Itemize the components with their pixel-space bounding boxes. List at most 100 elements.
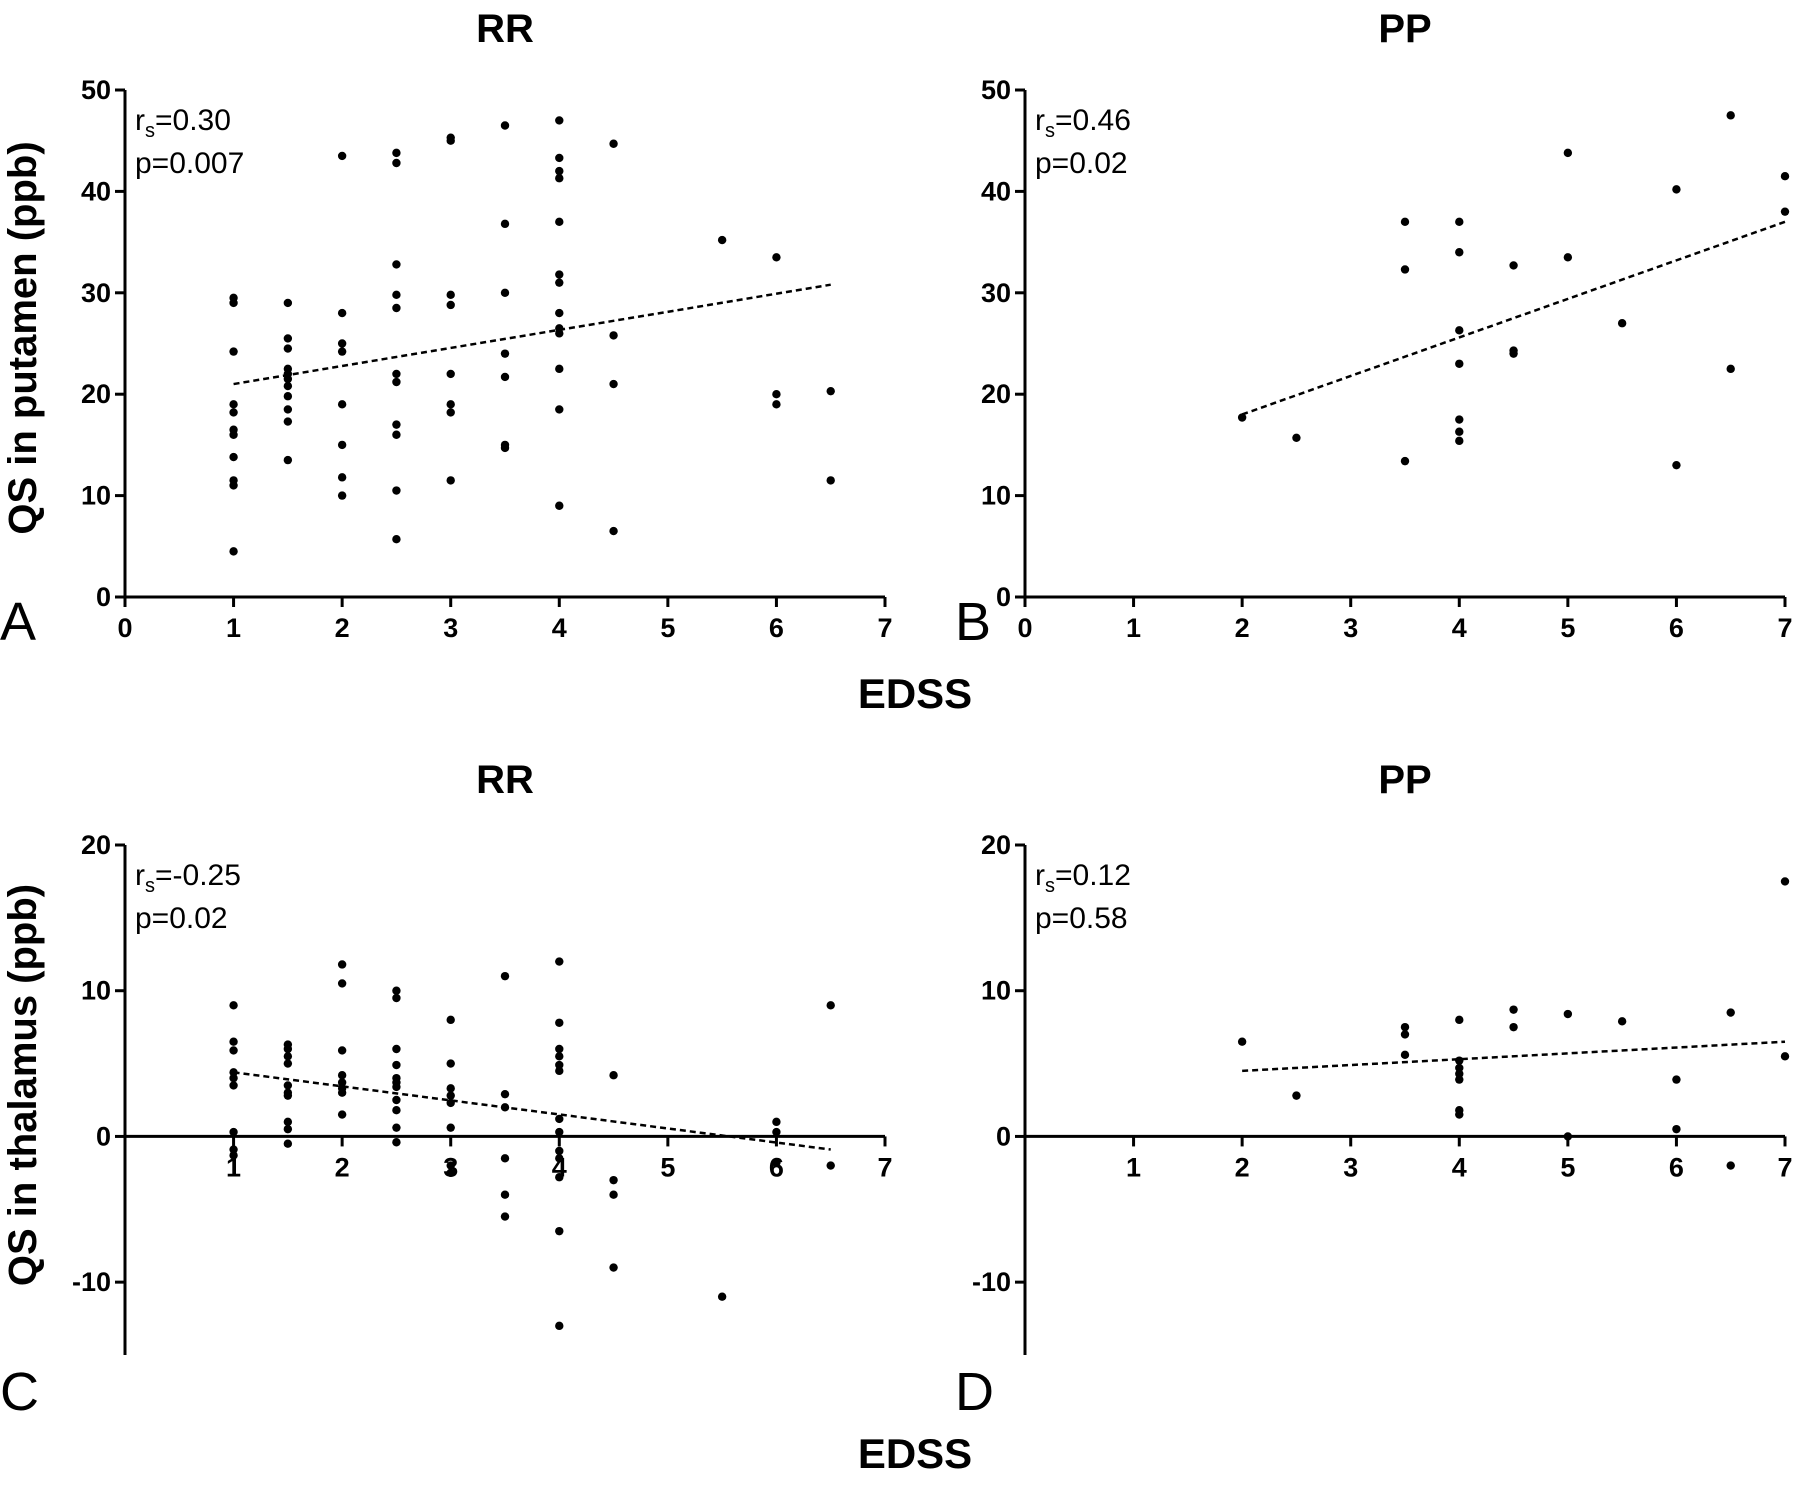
data-point: [1292, 1091, 1301, 1100]
x-tick-label: 7: [1777, 613, 1792, 643]
x-tick-label: 0: [117, 613, 132, 643]
data-point: [500, 121, 510, 130]
data-point: [555, 405, 564, 414]
data-point: [446, 369, 455, 379]
data-point: [337, 1078, 347, 1087]
data-point: [1780, 171, 1790, 181]
data-point: [500, 1089, 510, 1099]
data-point: [283, 1124, 293, 1134]
x-tick-label: 2: [335, 1152, 350, 1182]
data-point: [392, 1106, 401, 1115]
y-tick-label: 30: [981, 278, 1011, 308]
data-point: [337, 339, 347, 348]
data-point: [1509, 349, 1518, 358]
data-point: [609, 1175, 618, 1185]
data-point: [1726, 1008, 1735, 1017]
data-point: [1455, 415, 1464, 424]
data-point: [772, 1158, 781, 1167]
data-point: [1400, 1050, 1410, 1060]
data-point: [337, 440, 347, 450]
data-point: [555, 1060, 564, 1070]
data-point: [1780, 207, 1790, 216]
x-tick-label: 4: [552, 613, 567, 643]
data-point: [1780, 877, 1790, 886]
data-point: [1780, 1052, 1790, 1061]
data-point: [555, 278, 564, 287]
x-tick-label: 4: [1452, 613, 1467, 643]
stat-p: p=0.007: [135, 147, 244, 180]
data-point: [229, 1037, 238, 1046]
data-point: [1509, 1022, 1518, 1032]
y-tick-label: 10: [81, 976, 111, 1006]
data-point: [717, 235, 727, 245]
data-point: [1455, 1063, 1464, 1073]
data-point: [337, 1088, 347, 1097]
stat-p: p=0.58: [1035, 902, 1128, 935]
data-point: [555, 1052, 564, 1061]
data-point: [555, 116, 564, 125]
x-tick-label: 7: [1777, 1152, 1792, 1182]
data-point: [446, 408, 455, 417]
x-tick-label: 5: [1560, 613, 1575, 643]
data-point: [1455, 1015, 1464, 1025]
data-point: [555, 1018, 564, 1027]
data-point: [229, 298, 238, 308]
data-point: [392, 303, 401, 313]
y-tick-label: 50: [981, 75, 1011, 105]
x-tick-label: 1: [1126, 1152, 1141, 1182]
data-point: [229, 1145, 238, 1154]
data-point: [392, 1082, 401, 1092]
x-tick-label: 1: [226, 1152, 241, 1182]
data-point: [337, 1110, 347, 1119]
stat-r-value: =-0.25: [155, 859, 241, 892]
data-point: [772, 1127, 781, 1137]
data-point: [1455, 436, 1464, 446]
data-point: [229, 481, 238, 490]
x-tick-label: 2: [335, 613, 350, 643]
x-tick-label: 0: [1017, 613, 1032, 643]
data-point: [392, 430, 401, 439]
data-point: [826, 1001, 835, 1010]
data-point: [337, 1046, 347, 1055]
data-point: [500, 1154, 510, 1163]
data-point: [283, 298, 293, 308]
data-point: [337, 1071, 347, 1080]
data-point: [446, 1161, 455, 1170]
y-tick-label: 0: [996, 582, 1011, 612]
x-tick-label: 6: [1669, 613, 1684, 643]
stat-rs: rs=-0.25: [135, 859, 241, 897]
data-point: [1726, 1161, 1735, 1170]
data-point: [446, 1091, 455, 1100]
data-point: [609, 1071, 618, 1080]
data-point: [1455, 427, 1464, 436]
data-point: [1617, 319, 1627, 328]
data-point: [392, 1138, 401, 1147]
data-point: [283, 381, 293, 391]
data-point: [1455, 326, 1464, 335]
x-axis-label-top: EDSS: [858, 670, 972, 717]
x-tick-label: 7: [877, 613, 892, 643]
data-point: [500, 1103, 510, 1112]
data-point: [555, 501, 564, 510]
data-point: [283, 417, 293, 426]
data-point: [500, 443, 510, 453]
panel-b: PP B 0 10 20 30 40 50 0 1 2 3 4 5 6 7 rs=0.46 p=0.02: [955, 7, 1793, 652]
data-point: [500, 219, 510, 229]
data-point: [555, 1146, 564, 1156]
x-tick-label: 7: [877, 1152, 892, 1182]
data-point: [555, 308, 564, 318]
stat-rs: rs=0.30: [135, 104, 231, 142]
data-point: [229, 430, 238, 439]
x-tick-label: 1: [1126, 613, 1141, 643]
data-point: [772, 400, 781, 409]
y-axis-label-top: QS in putamen (ppb): [1, 141, 45, 534]
data-point: [446, 400, 455, 409]
x-tick-label: 2: [1235, 1152, 1250, 1182]
data-point: [1400, 456, 1410, 466]
x-tick-label: 1: [226, 613, 241, 643]
data-point: [229, 400, 238, 409]
data-point: [446, 1084, 455, 1093]
data-point: [283, 1059, 293, 1068]
data-point: [392, 369, 401, 379]
